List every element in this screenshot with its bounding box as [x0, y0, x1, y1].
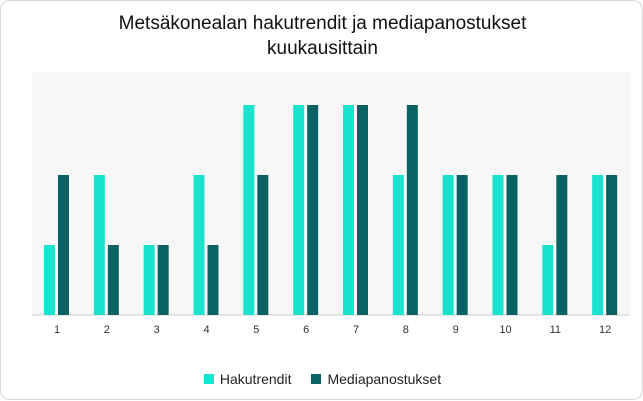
- bar-hakutrendit-2: [93, 175, 105, 315]
- bar-hakutrendit-8: [392, 175, 404, 315]
- x-tick-label-1: 1: [54, 324, 60, 336]
- bar-mediapanostukset-10: [506, 175, 518, 315]
- bar-mediapanostukset-1: [58, 175, 69, 315]
- bar-hakutrendit-1: [44, 245, 55, 315]
- bar-mediapanostukset-3: [157, 245, 169, 315]
- bar-hakutrendit-4: [193, 175, 205, 315]
- chart-title-line-2: kuukausittain: [267, 38, 378, 59]
- bar-hakutrendit-10: [492, 175, 504, 315]
- bar-mediapanostukset-5: [257, 175, 269, 315]
- x-tick-label-5: 5: [253, 324, 259, 336]
- chart-title: Metsäkonealan hakutrendit ja mediapanost…: [1, 11, 643, 61]
- bar-hakutrendit-3: [143, 245, 155, 315]
- bar-mediapanostukset-2: [107, 245, 119, 315]
- x-tick-label-8: 8: [403, 324, 409, 336]
- x-tick-label-11: 11: [550, 324, 561, 336]
- bar-mediapanostukset-11: [556, 175, 568, 315]
- bar-hakutrendit-12: [592, 175, 604, 315]
- plot-area: [32, 72, 630, 315]
- legend: Hakutrendit Mediapanostukset: [1, 371, 643, 387]
- legend-swatch-mediapanostukset: [311, 374, 322, 384]
- bar-hakutrendit-9: [442, 175, 454, 315]
- x-tick-label-7: 7: [353, 324, 359, 336]
- bar-hakutrendit-5: [243, 105, 255, 315]
- legend-swatch-hakutrendit: [203, 374, 214, 384]
- x-tick-label-4: 4: [203, 324, 209, 336]
- bar-mediapanostukset-7: [357, 105, 368, 315]
- x-tick-label-10: 10: [499, 324, 511, 336]
- bar-mediapanostukset-4: [207, 245, 219, 315]
- chart-title-line-1: Metsäkonealan hakutrendit ja mediapanost…: [118, 13, 527, 34]
- bar-mediapanostukset-8: [406, 105, 418, 315]
- x-tick-label-2: 2: [104, 324, 110, 336]
- x-tick-label-9: 9: [453, 324, 459, 336]
- bar-hakutrendit-6: [293, 105, 305, 315]
- legend-label-hakutrendit: Hakutrendit: [219, 371, 292, 387]
- legend-item-hakutrendit: Hakutrendit: [203, 371, 292, 387]
- x-tick-label-6: 6: [303, 324, 309, 336]
- legend-label-mediapanostukset: Mediapanostukset: [327, 371, 442, 387]
- bar-mediapanostukset-9: [456, 175, 468, 315]
- bar-mediapanostukset-6: [307, 105, 319, 315]
- bar-hakutrendit-7: [343, 105, 354, 315]
- legend-item-mediapanostukset: Mediapanostukset: [311, 371, 441, 387]
- bar-hakutrendit-11: [542, 245, 554, 315]
- x-tick-label-12: 12: [599, 324, 611, 336]
- x-tick-label-3: 3: [154, 324, 160, 336]
- bar-mediapanostukset-12: [606, 175, 618, 315]
